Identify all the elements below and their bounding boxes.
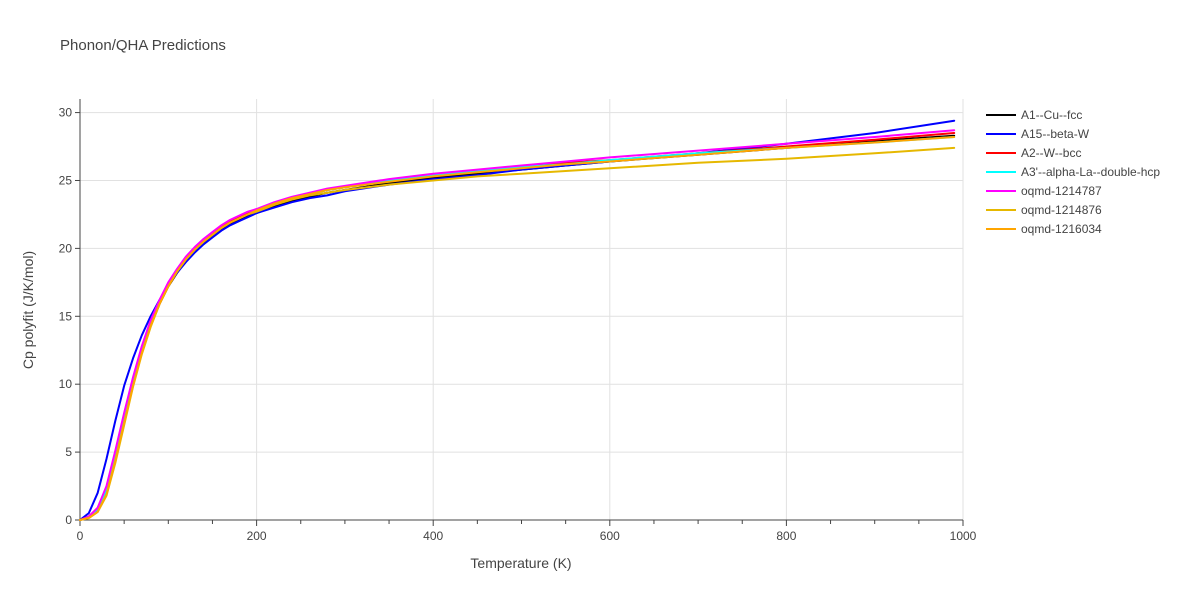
y-tick-label: 0 — [65, 513, 72, 527]
x-tick-label: 200 — [247, 529, 267, 543]
x-tick-label: 1000 — [950, 529, 977, 543]
x-tick-label: 600 — [600, 529, 620, 543]
legend-label: A3'--alpha-La--double-hcp — [1021, 165, 1160, 179]
legend-item[interactable]: A3'--alpha-La--double-hcp — [986, 165, 1160, 179]
series-line[interactable] — [79, 134, 956, 521]
x-tick-labels: 0 200 400 600 800 1000 — [77, 529, 977, 543]
x-tick-label: 800 — [776, 529, 796, 543]
y-axis-title: Cp polyfit (J/K/mol) — [20, 251, 36, 369]
legend-item[interactable]: oqmd-1216034 — [986, 222, 1102, 236]
x-tick-label: 400 — [423, 529, 443, 543]
legend-item[interactable]: A2--W--bcc — [986, 146, 1081, 160]
legend-label: A2--W--bcc — [1021, 146, 1081, 160]
y-tick-label: 20 — [59, 241, 73, 255]
x-tick-label: 0 — [77, 529, 84, 543]
legend-item[interactable]: A1--Cu--fcc — [986, 108, 1082, 122]
legend-label: oqmd-1214787 — [1021, 184, 1102, 198]
chart-title: Phonon/QHA Predictions — [60, 37, 226, 54]
series-line[interactable] — [79, 136, 956, 521]
legend[interactable]: A1--Cu--fcc A15--beta-W A2--W--bcc A3'--alp… — [986, 108, 1160, 236]
x-axis-title: Temperature (K) — [470, 555, 571, 571]
series-line[interactable] — [79, 136, 956, 521]
legend-item[interactable]: A15--beta-W — [986, 127, 1090, 141]
grid — [80, 99, 964, 520]
series-line[interactable] — [79, 132, 956, 521]
y-tick-label: 30 — [59, 106, 73, 120]
legend-item[interactable]: oqmd-1214876 — [986, 203, 1102, 217]
legend-item[interactable]: oqmd-1214787 — [986, 184, 1102, 198]
series-line[interactable] — [79, 119, 956, 521]
y-tick-label: 5 — [65, 445, 72, 459]
series-lines — [79, 119, 956, 521]
legend-label: A1--Cu--fcc — [1021, 108, 1082, 122]
legend-label: oqmd-1216034 — [1021, 222, 1102, 236]
legend-label: A15--beta-W — [1021, 127, 1090, 141]
series-line[interactable] — [79, 129, 956, 521]
y-tick-label: 15 — [59, 309, 73, 323]
series-line[interactable] — [79, 146, 956, 521]
axes — [75, 99, 964, 526]
y-tick-labels: 0 5 10 15 20 25 30 — [59, 106, 73, 527]
y-tick-label: 10 — [59, 377, 73, 391]
legend-label: oqmd-1214876 — [1021, 203, 1102, 217]
y-tick-label: 25 — [59, 173, 73, 187]
